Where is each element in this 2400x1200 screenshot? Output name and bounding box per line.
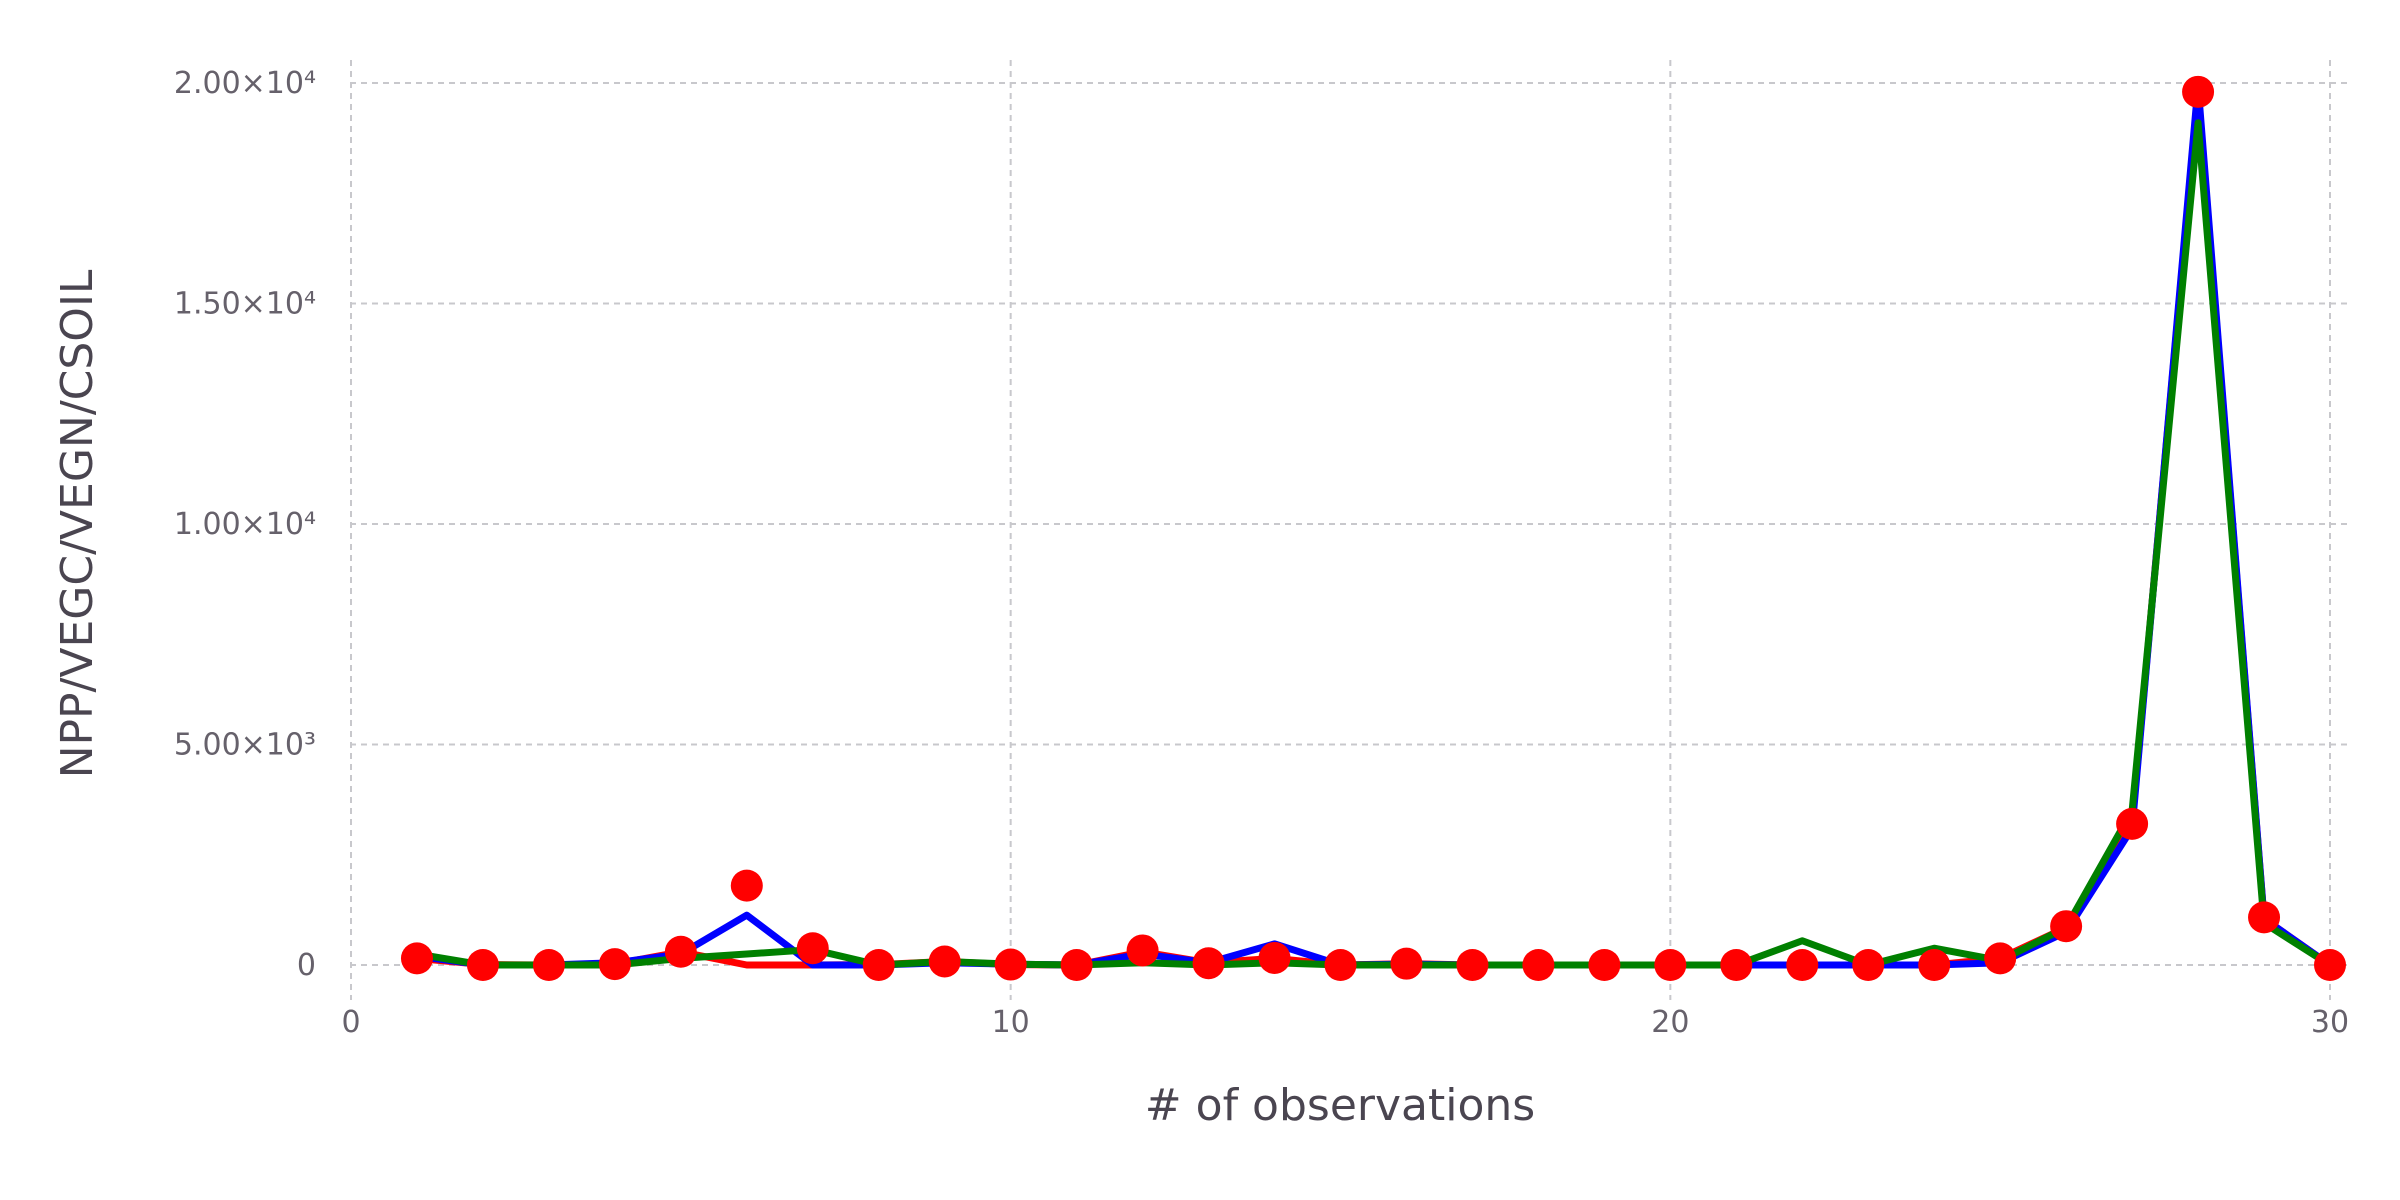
y-axis-label: NPP/VEGC/VEGN/CSOIL [52, 269, 103, 778]
data-point [1918, 949, 1951, 981]
data-point [2314, 949, 2346, 981]
data-point [2050, 910, 2083, 943]
data-point [466, 949, 499, 981]
data-point [2182, 75, 2215, 108]
grid [350, 60, 2350, 1000]
points-group [400, 75, 2346, 981]
x-tick-label: 20 [1651, 1005, 1689, 1040]
data-point [664, 935, 697, 968]
data-point [1324, 949, 1357, 981]
data-point [1654, 949, 1687, 981]
data-point [1720, 949, 1753, 981]
data-point [1126, 934, 1159, 967]
data-point [862, 949, 895, 981]
x-tick-label: 10 [992, 1005, 1030, 1040]
data-point [928, 945, 961, 978]
x-axis-label: # of observations [1145, 1080, 1535, 1131]
data-point [730, 869, 763, 902]
data-point [1984, 942, 2017, 975]
data-point [1588, 949, 1621, 981]
series-line-1 [413, 81, 2334, 969]
data-point [1258, 941, 1291, 974]
data-point [2116, 807, 2149, 840]
series-line-0 [413, 88, 2334, 969]
data-point [2248, 901, 2281, 934]
data-point [1456, 949, 1489, 981]
x-tick-label: 30 [2311, 1005, 2349, 1040]
y-tick-label: 1.00×10⁴ [174, 507, 316, 542]
data-point [1390, 947, 1423, 980]
x-tick-label: 0 [341, 1005, 360, 1040]
data-point [1786, 949, 1819, 981]
y-tick-label: 2.00×10⁴ [174, 66, 316, 101]
data-point [1852, 949, 1885, 981]
data-point [1060, 949, 1093, 981]
tick-labels: 0 10 20 30 0 5.00×10³ 1.00×10⁴ 1.50×10⁴ 2.00×10⁴ [174, 66, 2349, 1040]
series-group [413, 81, 2334, 969]
data-point [1192, 947, 1225, 980]
data-point [598, 948, 631, 981]
data-point [796, 932, 829, 965]
data-point [1522, 949, 1555, 981]
data-point [400, 942, 433, 975]
data-point [532, 949, 565, 981]
y-tick-label: 1.50×10⁴ [174, 287, 316, 322]
y-tick-label: 5.00×10³ [174, 728, 316, 763]
data-point [994, 948, 1027, 981]
y-tick-label: 0 [297, 948, 316, 983]
series-line-2 [413, 119, 2334, 969]
